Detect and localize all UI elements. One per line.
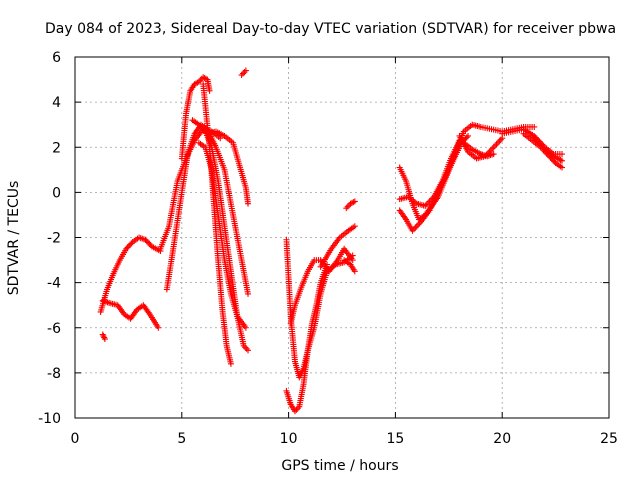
- y-tick-label: 2: [52, 140, 61, 156]
- y-tick-label: -4: [47, 276, 61, 292]
- data-point: [146, 240, 153, 247]
- series-track-8: [195, 139, 249, 331]
- data-point: [123, 245, 130, 252]
- x-tick-label: 0: [71, 431, 80, 447]
- axis-ticks: 0 5 10 15 20 25 -10 -8 -6 -4 -2 0 2 4 6: [38, 50, 618, 447]
- data-point: [142, 236, 149, 243]
- y-tick-label: 6: [52, 50, 61, 66]
- data-point: [155, 324, 162, 331]
- y-tick-label: 4: [52, 95, 61, 111]
- x-tick-label: 10: [280, 431, 298, 447]
- y-tick-label: 0: [52, 185, 61, 201]
- y-tick-label: -6: [47, 321, 61, 337]
- data-point: [242, 324, 249, 331]
- series-track-24: [520, 130, 566, 171]
- data-point: [344, 203, 351, 210]
- data-point: [490, 144, 497, 151]
- data-point: [494, 139, 501, 146]
- data-point: [351, 268, 358, 275]
- data-point: [245, 290, 252, 297]
- series-track-20: [396, 137, 463, 209]
- y-axis-title: SDTVAR / TECUs: [6, 181, 22, 296]
- chart-title: Day 084 of 2023, Sidereal Day-to-day VTE…: [45, 21, 616, 37]
- series-track-3: [99, 331, 108, 343]
- series-track-5: [163, 121, 252, 297]
- data-point: [243, 345, 250, 352]
- data-point: [124, 244, 131, 251]
- series-track-15: [317, 223, 358, 270]
- data-point: [100, 333, 107, 340]
- data-point: [490, 151, 497, 158]
- data-point: [125, 243, 132, 250]
- x-axis-title: GPS time / hours: [281, 458, 398, 474]
- data-point: [350, 199, 357, 206]
- data-point: [197, 123, 204, 130]
- data-point: [127, 241, 134, 248]
- data-point: [351, 223, 358, 230]
- data-point: [531, 123, 538, 130]
- data-point: [497, 136, 504, 143]
- data-point: [101, 334, 108, 341]
- series-track-17: [341, 257, 358, 275]
- data-point: [493, 141, 500, 148]
- series-track-7: [189, 117, 252, 354]
- data-point: [415, 221, 422, 228]
- series-track-16: [343, 198, 358, 212]
- data-point: [412, 224, 419, 231]
- data-point: [559, 151, 566, 158]
- series-track-22: [460, 139, 497, 160]
- data-point: [343, 205, 350, 212]
- data-point: [241, 69, 248, 76]
- data-point: [559, 164, 566, 171]
- data-point: [198, 124, 205, 131]
- data-point: [413, 223, 420, 230]
- y-tick-label: -8: [47, 366, 61, 382]
- x-tick-label: 20: [493, 431, 511, 447]
- data-point: [238, 72, 245, 79]
- data-point: [242, 67, 249, 74]
- data-point: [245, 347, 252, 354]
- series-track-11: [238, 67, 249, 79]
- data-point: [324, 261, 331, 268]
- data-point: [559, 157, 566, 164]
- y-tick-label: -10: [38, 411, 61, 427]
- series-track-14: [283, 261, 331, 415]
- data-point: [557, 157, 564, 164]
- data-point: [227, 360, 234, 367]
- data-point: [245, 200, 252, 207]
- data-point: [496, 138, 503, 145]
- x-tick-label: 15: [386, 431, 404, 447]
- data-point: [199, 125, 206, 132]
- series-track-2: [99, 297, 162, 331]
- data-point: [349, 257, 356, 264]
- data-point: [351, 198, 358, 205]
- series-track-9: [200, 81, 234, 367]
- y-tick-label: -2: [47, 231, 61, 247]
- data-point: [240, 70, 247, 77]
- series-track-1: [97, 234, 164, 315]
- plot-frame: [74, 56, 610, 419]
- data-point: [489, 145, 496, 152]
- data-point: [462, 135, 469, 142]
- data-point: [492, 142, 499, 149]
- data-point: [463, 134, 470, 141]
- data-point: [101, 336, 108, 343]
- series-track-10: [204, 128, 252, 207]
- data-point: [143, 238, 150, 245]
- series-track-25: [529, 132, 566, 164]
- x-tick-label: 25: [600, 431, 618, 447]
- data-points: [97, 67, 566, 415]
- data-point: [217, 135, 224, 142]
- data-point: [465, 132, 472, 139]
- data-point: [145, 239, 152, 246]
- series-track-6: [178, 74, 213, 162]
- data-point: [195, 121, 202, 128]
- x-tick-label: 5: [177, 431, 186, 447]
- data-point: [206, 87, 213, 94]
